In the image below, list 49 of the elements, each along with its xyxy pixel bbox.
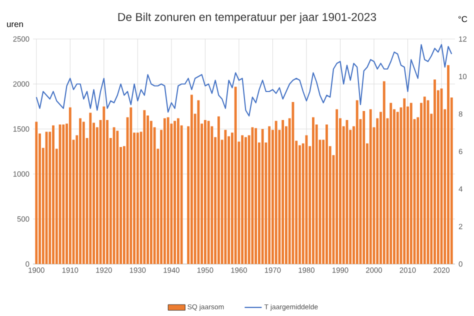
bar [403,98,406,264]
bar [204,120,206,264]
bar [217,116,220,264]
bar [52,125,54,264]
bar [336,109,338,264]
bar [102,106,106,264]
bar [274,120,278,264]
bar [241,135,244,264]
bar [268,126,271,264]
bar [390,102,392,264]
bar [254,128,258,264]
bar [282,120,284,264]
bar [369,109,372,264]
bar [35,122,38,264]
bar [434,80,436,264]
bar [82,122,85,264]
bar [312,117,314,264]
bar [136,132,139,264]
bar [116,130,119,264]
bar [68,107,72,264]
bar [197,100,200,264]
bar [326,124,328,264]
bar [224,130,227,264]
bar [176,118,180,264]
bar [423,96,426,264]
y2-axis-title: °C [458,16,468,22]
bar [410,102,412,264]
bar [234,86,237,264]
bar [261,129,264,264]
bar [251,127,254,264]
chart-title: De Bilt zonuren en temperatuur per jaar 1901-2023 [118,12,376,24]
bar [382,81,386,264]
bar [447,65,450,264]
y-axis-title: uren [7,22,23,28]
bar [190,94,193,264]
bar [62,124,65,264]
bar [163,118,166,264]
bar [356,100,358,264]
bar [174,120,176,264]
bar [166,117,170,264]
bar [292,102,294,264]
bar [396,112,399,264]
bar [130,107,132,264]
bar [89,112,92,264]
bar [79,118,82,264]
bar [244,137,247,264]
bar [362,111,366,264]
bar [207,120,210,264]
bar [143,110,146,264]
